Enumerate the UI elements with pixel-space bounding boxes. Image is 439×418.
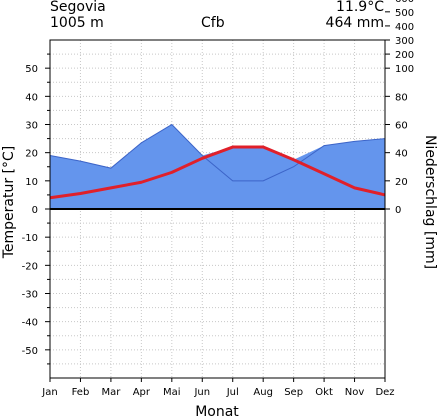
tick-label-precipitation: 400 [395,22,414,33]
data-lines [49,123,386,200]
temperature-line [49,145,386,200]
tick-label-month: Jan [41,387,57,398]
tick-label-month: Apr [133,387,151,398]
tick-label-temperature: 30 [25,121,38,132]
precipitation-base-area [50,124,385,209]
tick-label-month: Mar [101,387,121,398]
tick-label-precipitation: 100 [395,64,414,75]
annual-precipitation: 464 mm [325,15,384,31]
tick-label-precipitation: 80 [395,92,408,103]
mean-temperature: 11.9°C [336,0,384,15]
tick-label-temperature: 0 [32,205,38,216]
tick-label-precipitation: 20 [395,177,408,188]
tick-label-precipitation: 600 [395,0,414,5]
tick-label-temperature: -40 [22,318,38,329]
tick-label-temperature: -10 [22,233,38,244]
tick-label-month: Mai [163,387,181,398]
precipitation-line [49,123,386,182]
x-axis-title: Monat [195,404,239,418]
tick-label-precipitation: 200 [395,50,414,61]
tick-label-month: Sep [284,387,303,398]
tick-label-temperature: -20 [22,261,38,272]
y-axis-left-title: Temperatur [°C] [1,146,17,260]
tick-label-temperature: 10 [25,177,38,188]
tick-label-temperature: -50 [22,346,38,357]
tick-label-temperature: 20 [25,149,38,160]
tick-label-precipitation: 300 [395,36,414,47]
tick-label-month: Okt [315,387,333,398]
tick-label-temperature: 50 [25,64,38,75]
tick-label-month: Dez [375,387,394,398]
tick-label-temperature: 40 [25,92,38,103]
tick-label-month: Aug [253,387,273,398]
tick-label-precipitation: 0 [395,205,401,216]
tick-label-month: Feb [72,387,90,398]
precipitation-areas [50,124,385,209]
y-axis-right-title: Niederschlag [mm] [422,135,438,269]
tick-label-precipitation: 60 [395,121,408,132]
tick-label-temperature: -30 [22,290,38,301]
tick-label-month: Nov [345,387,365,398]
station-elevation: 1005 m [50,15,104,31]
tick-label-month: Jun [193,387,210,398]
climate-class: Cfb [201,15,225,31]
axes [45,11,390,382]
tick-label-month: Jul [226,387,239,398]
tick-label-precipitation: 40 [395,149,408,160]
tick-label-precipitation: 500 [395,8,414,19]
station-name: Segovia [50,0,106,15]
tick-labels: -50-40-30-20-100102030405002040608010020… [22,0,414,398]
